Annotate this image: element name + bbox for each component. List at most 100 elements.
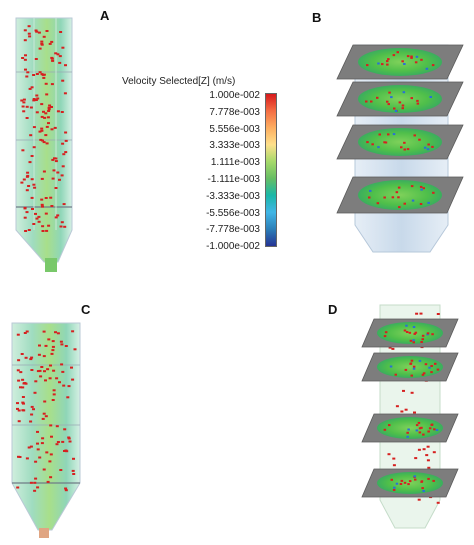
particle xyxy=(49,476,53,479)
particle xyxy=(50,56,54,59)
particle xyxy=(58,178,61,181)
particle xyxy=(393,486,396,489)
particle xyxy=(427,466,431,469)
particle xyxy=(30,405,34,408)
particle xyxy=(368,196,371,199)
particle xyxy=(37,31,41,34)
particle xyxy=(22,110,26,113)
particle xyxy=(34,460,38,463)
particle xyxy=(27,446,31,449)
particle xyxy=(430,423,433,426)
particle xyxy=(43,370,46,373)
particle xyxy=(435,429,439,431)
particle xyxy=(67,436,71,439)
particle xyxy=(45,229,49,232)
particle xyxy=(50,435,53,438)
particle xyxy=(32,223,36,225)
particle xyxy=(61,46,65,49)
particle xyxy=(41,205,44,208)
particle xyxy=(64,449,68,452)
particle xyxy=(388,91,391,94)
particle xyxy=(36,97,40,100)
particle xyxy=(42,110,45,113)
particle xyxy=(25,457,29,460)
legend-tick-label: -5.556e-003 xyxy=(206,207,260,219)
particle xyxy=(34,380,38,383)
particle xyxy=(35,30,39,33)
particle xyxy=(428,427,432,430)
particle xyxy=(61,165,65,168)
particle xyxy=(32,408,35,411)
particle xyxy=(426,148,430,151)
particle xyxy=(60,174,64,177)
particle xyxy=(365,100,368,103)
particle xyxy=(48,42,52,45)
particle xyxy=(19,386,22,389)
particle xyxy=(50,128,54,131)
particle xyxy=(410,185,414,188)
particle xyxy=(32,98,36,100)
particle xyxy=(411,199,415,202)
particle xyxy=(419,203,423,205)
particle xyxy=(371,143,374,146)
particle xyxy=(404,368,408,371)
particle xyxy=(48,104,52,107)
legend-tick-label: 1.111e-003 xyxy=(210,157,260,169)
slice-plane xyxy=(361,468,459,498)
legend-tick-label: 7.778e-003 xyxy=(209,106,260,118)
particle xyxy=(397,196,400,199)
particle xyxy=(62,203,66,206)
particle xyxy=(418,359,422,362)
particle xyxy=(70,366,73,369)
particle xyxy=(40,129,44,132)
particle xyxy=(48,377,52,380)
particle xyxy=(42,355,46,358)
particle xyxy=(425,454,429,457)
particle xyxy=(421,373,425,376)
particle xyxy=(427,430,430,433)
particle xyxy=(26,171,30,174)
particle xyxy=(395,405,399,408)
particle xyxy=(24,230,28,232)
particle xyxy=(50,352,54,355)
particle xyxy=(28,161,32,164)
particle xyxy=(62,153,66,156)
particle xyxy=(436,501,440,504)
particle xyxy=(388,424,391,427)
particle xyxy=(32,126,36,129)
particle xyxy=(38,71,42,74)
particle xyxy=(28,35,32,38)
particle xyxy=(17,420,21,423)
particle xyxy=(392,457,396,460)
particle xyxy=(416,102,420,105)
particle xyxy=(21,378,25,381)
particle xyxy=(366,141,369,144)
particle xyxy=(42,76,46,79)
particle xyxy=(20,353,24,355)
particle xyxy=(37,215,41,218)
particle xyxy=(406,431,409,434)
particle xyxy=(412,365,416,368)
panel-a-column xyxy=(15,17,73,272)
particle xyxy=(40,442,44,445)
particle xyxy=(432,451,436,454)
particle xyxy=(55,377,59,380)
particle xyxy=(64,131,68,134)
particle xyxy=(59,469,63,471)
particle xyxy=(21,386,25,389)
particle xyxy=(387,103,390,106)
panel-c-column xyxy=(11,322,81,538)
particle xyxy=(63,92,67,95)
legend-tick-label: 1.000e-002 xyxy=(209,90,260,101)
particle xyxy=(40,366,44,368)
particle xyxy=(41,417,45,420)
particle xyxy=(38,130,42,133)
particle xyxy=(42,330,46,333)
particle xyxy=(55,425,59,428)
particle xyxy=(403,202,406,205)
particle xyxy=(36,430,39,433)
particle xyxy=(426,445,430,448)
particle xyxy=(36,448,40,451)
particle xyxy=(431,333,434,336)
